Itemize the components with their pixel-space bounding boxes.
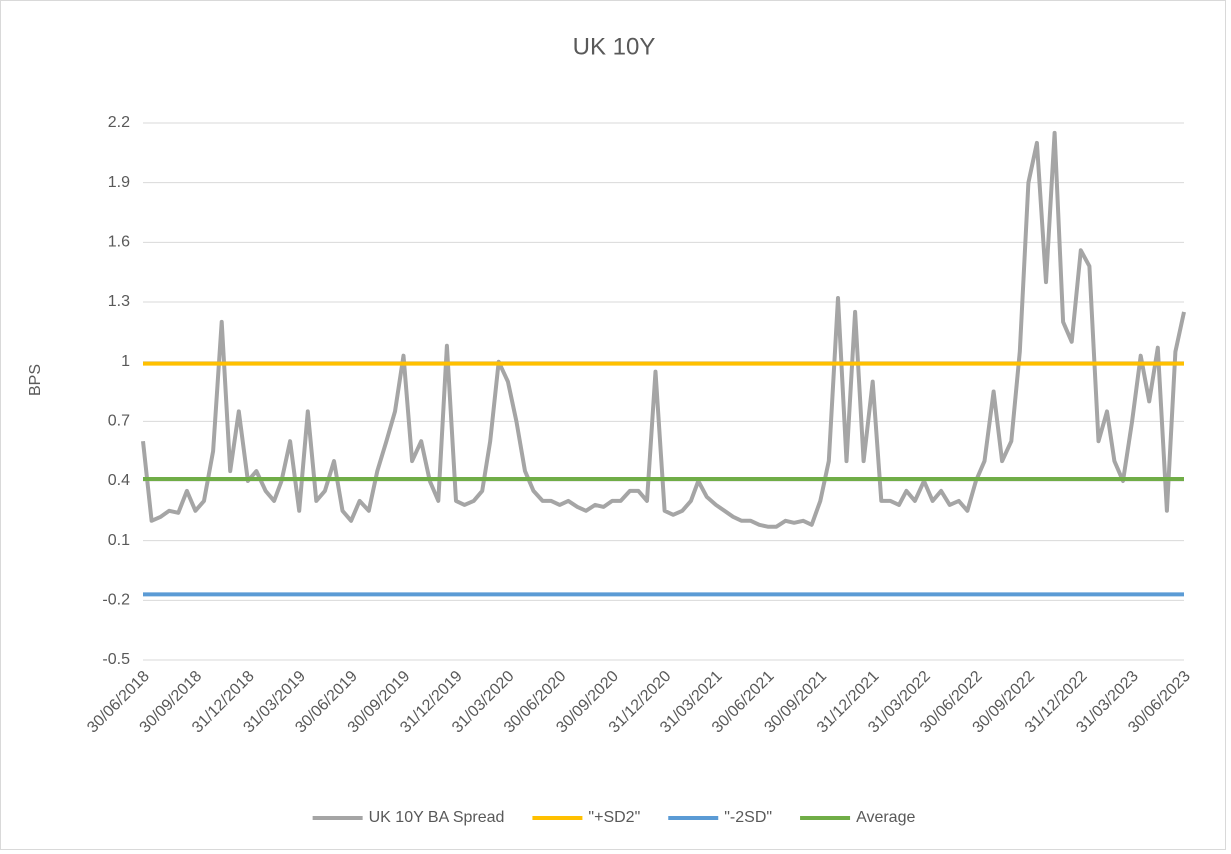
- legend-label: UK 10Y BA Spread: [369, 809, 505, 826]
- series-line: [141, 130, 1186, 529]
- y-tick-label: -0.5: [102, 651, 130, 668]
- y-axis-label: BPS: [27, 364, 44, 396]
- y-tick-label: 1.6: [108, 234, 130, 251]
- chart-title: UK 10Y: [573, 33, 656, 60]
- y-tick-label: 2.2: [108, 114, 130, 131]
- y-tick-label: 0.1: [108, 532, 130, 549]
- y-tick-label: 1.3: [108, 293, 130, 310]
- y-tick-label: 0.7: [108, 413, 130, 430]
- y-tick-label: -0.2: [102, 592, 130, 609]
- y-tick-label: 0.4: [108, 472, 130, 489]
- y-tick-label: 1.9: [108, 174, 130, 191]
- legend-label: Average: [856, 809, 915, 826]
- y-tick-label: 1: [121, 353, 130, 370]
- legend-label: "-2SD": [724, 809, 772, 826]
- legend-label: "+SD2": [588, 809, 640, 826]
